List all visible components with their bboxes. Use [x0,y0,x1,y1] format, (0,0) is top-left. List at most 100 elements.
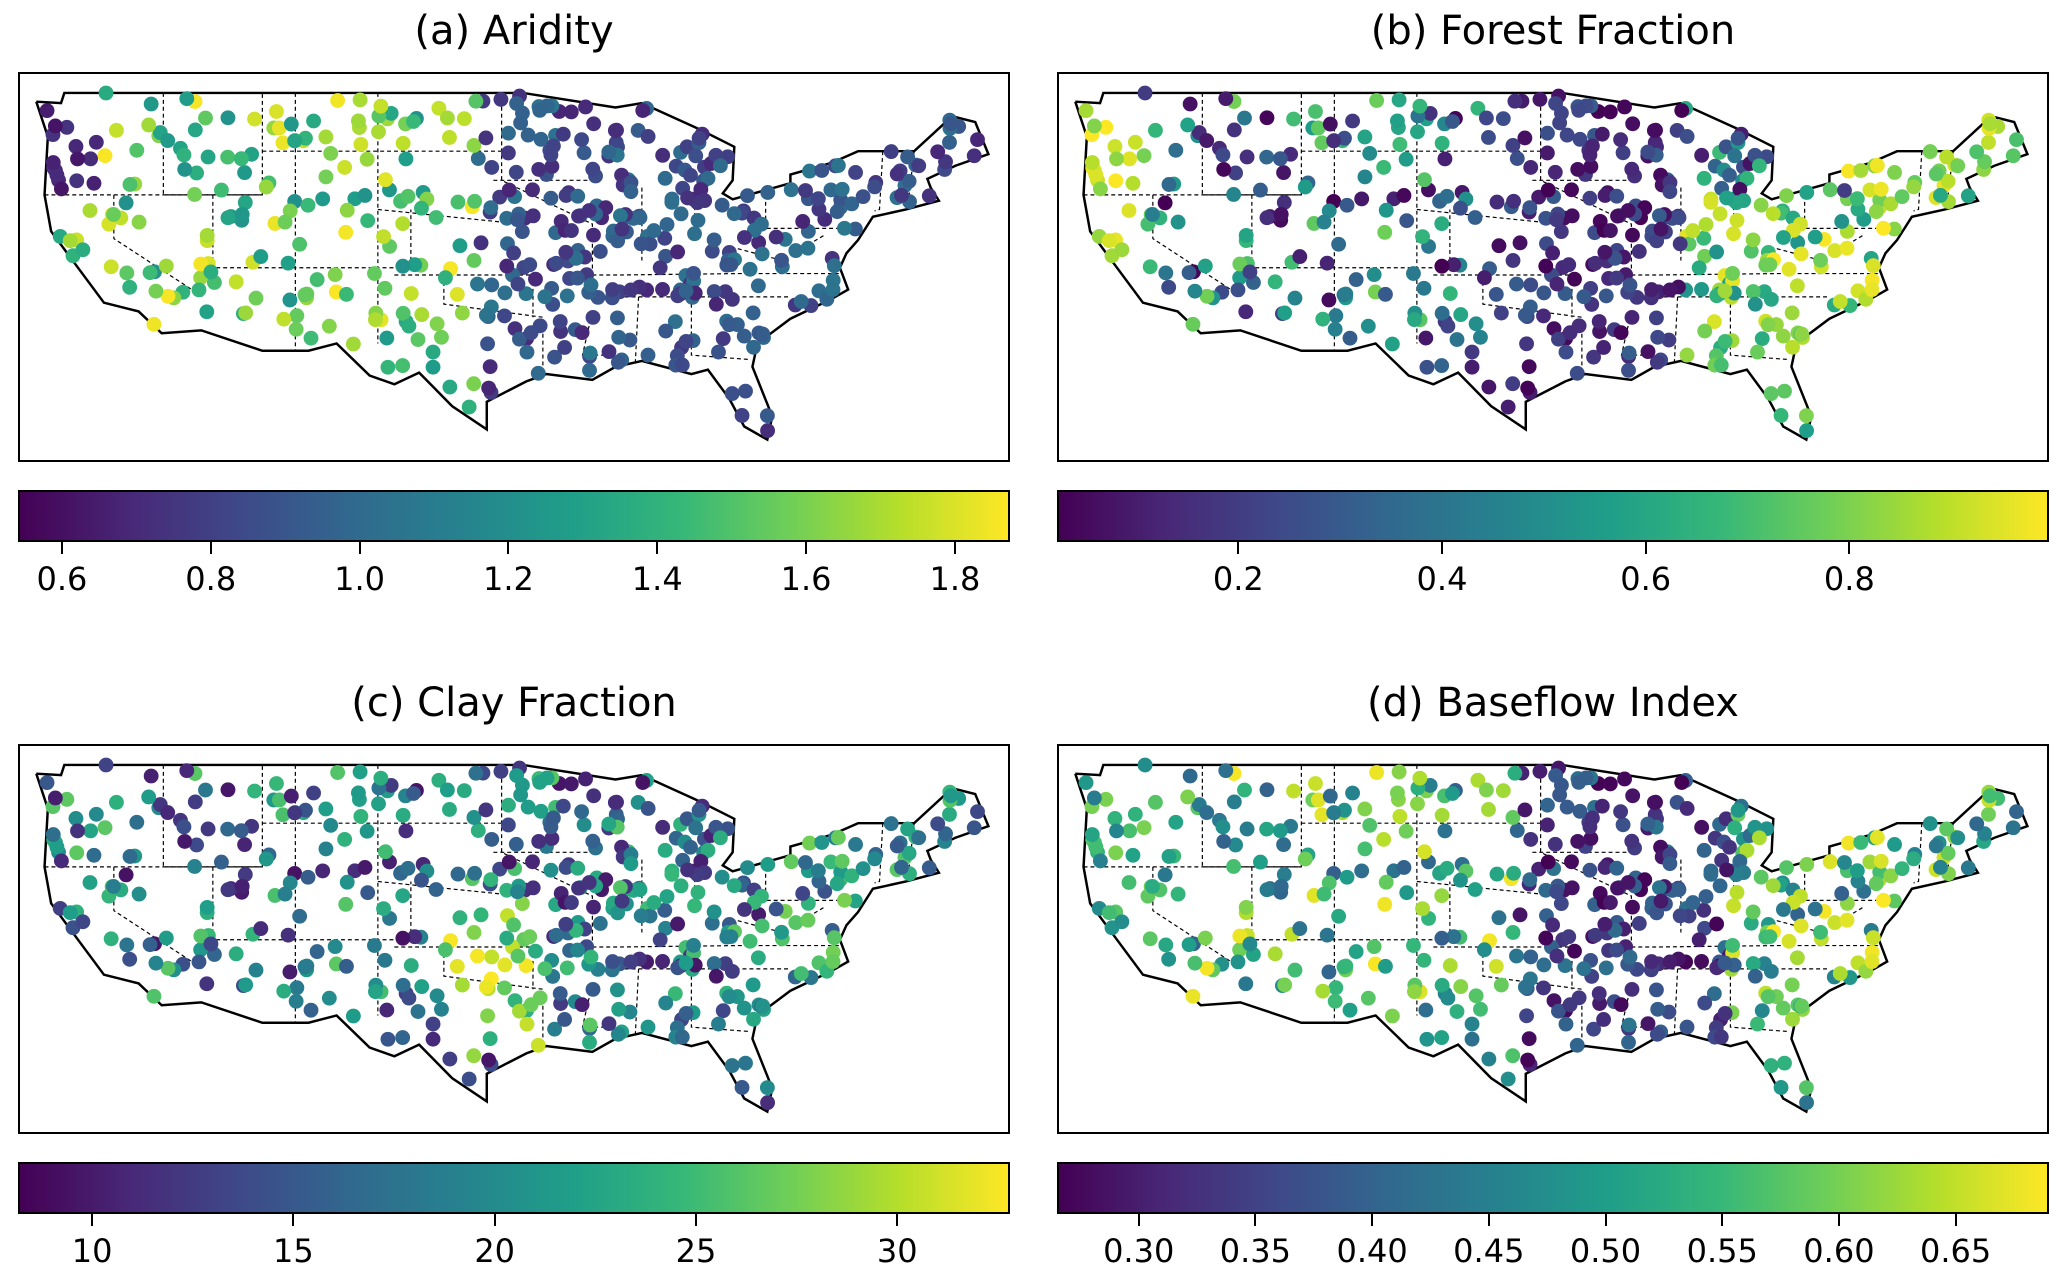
station-point [119,937,135,953]
station-point [700,842,716,858]
station-point [478,802,494,818]
station-point [277,214,293,230]
station-point [1185,988,1201,1004]
station-point [481,380,497,396]
station-point [431,772,447,788]
station-point [1552,115,1568,131]
station-point [1548,96,1563,111]
station-point [1596,1012,1611,1027]
station-point [1434,358,1450,374]
station-point [378,172,393,188]
station-point [657,842,673,858]
station-point [706,232,722,248]
state-border [1913,151,1923,212]
station-point [191,282,207,298]
station-point [655,819,671,835]
station-point [1378,286,1393,302]
station-point [829,876,845,892]
station-point [1238,228,1254,243]
station-point [452,238,468,254]
station-point [501,854,517,870]
station-point [658,248,673,264]
station-point [1512,235,1528,251]
station-point [1672,908,1688,924]
station-point [1357,801,1373,817]
station-point [611,1001,627,1017]
station-point [1357,129,1373,145]
station-point [398,823,414,839]
station-point [1331,908,1347,924]
station-point [1719,190,1735,206]
state-border [690,968,750,1033]
station-point [704,243,720,259]
station-point [1743,915,1759,931]
station-point [1122,151,1138,167]
station-point [1114,242,1130,258]
state-border [1729,968,1789,1033]
station-point [493,764,509,779]
station-point [1763,963,1779,979]
station-point [837,220,852,236]
station-point [303,330,319,346]
station-point [1853,163,1869,178]
station-point [652,260,668,276]
station-point [484,832,500,847]
station-point [118,867,134,883]
station-point [309,944,325,959]
station-point [1583,159,1599,174]
station-point [1412,98,1428,114]
station-point [1157,867,1173,883]
station-point [1369,765,1385,780]
station-point [559,288,575,304]
station-point [1342,330,1358,346]
station-point [1551,331,1566,347]
station-point [585,833,601,849]
station-point [122,177,138,192]
station-point [673,206,689,222]
station-point [1536,285,1552,301]
station-point [500,145,516,161]
station-point [1369,93,1385,108]
station-point [306,785,321,801]
station-point [1464,359,1480,375]
station-point [1571,990,1587,1006]
station-point [943,788,959,804]
station-point [407,257,423,273]
colorbar-tick [896,1214,899,1226]
station-point [141,117,157,133]
station-point [193,256,209,272]
station-point [1873,181,1889,197]
station-point [106,207,121,222]
state-border [1729,296,1789,361]
station-point [403,958,419,973]
station-point [1259,821,1275,837]
station-point [1624,161,1640,177]
station-point [83,151,99,167]
station-point [1467,882,1483,897]
station-point [53,853,69,869]
station-point [1602,895,1618,911]
station-point [759,408,775,424]
station-point [1747,968,1763,984]
station-point [889,838,905,854]
station-point [1569,365,1585,381]
station-point [609,794,624,810]
station-point [658,995,674,1011]
station-point [1437,151,1453,167]
station-point [1517,802,1533,818]
station-point [1906,179,1922,195]
station-point [1185,316,1201,332]
station-point [1853,835,1869,850]
station-point [547,1021,563,1037]
station-point [1316,214,1332,230]
station-point [468,93,484,109]
station-point [1342,1002,1358,1018]
station-point [452,910,468,926]
station-point [2005,820,2021,836]
colorbar-tick [1721,1214,1724,1226]
station-point [1509,276,1524,292]
station-point [425,1016,441,1032]
station-point [1228,165,1244,181]
station-point [1564,208,1580,224]
station-point [525,854,540,870]
